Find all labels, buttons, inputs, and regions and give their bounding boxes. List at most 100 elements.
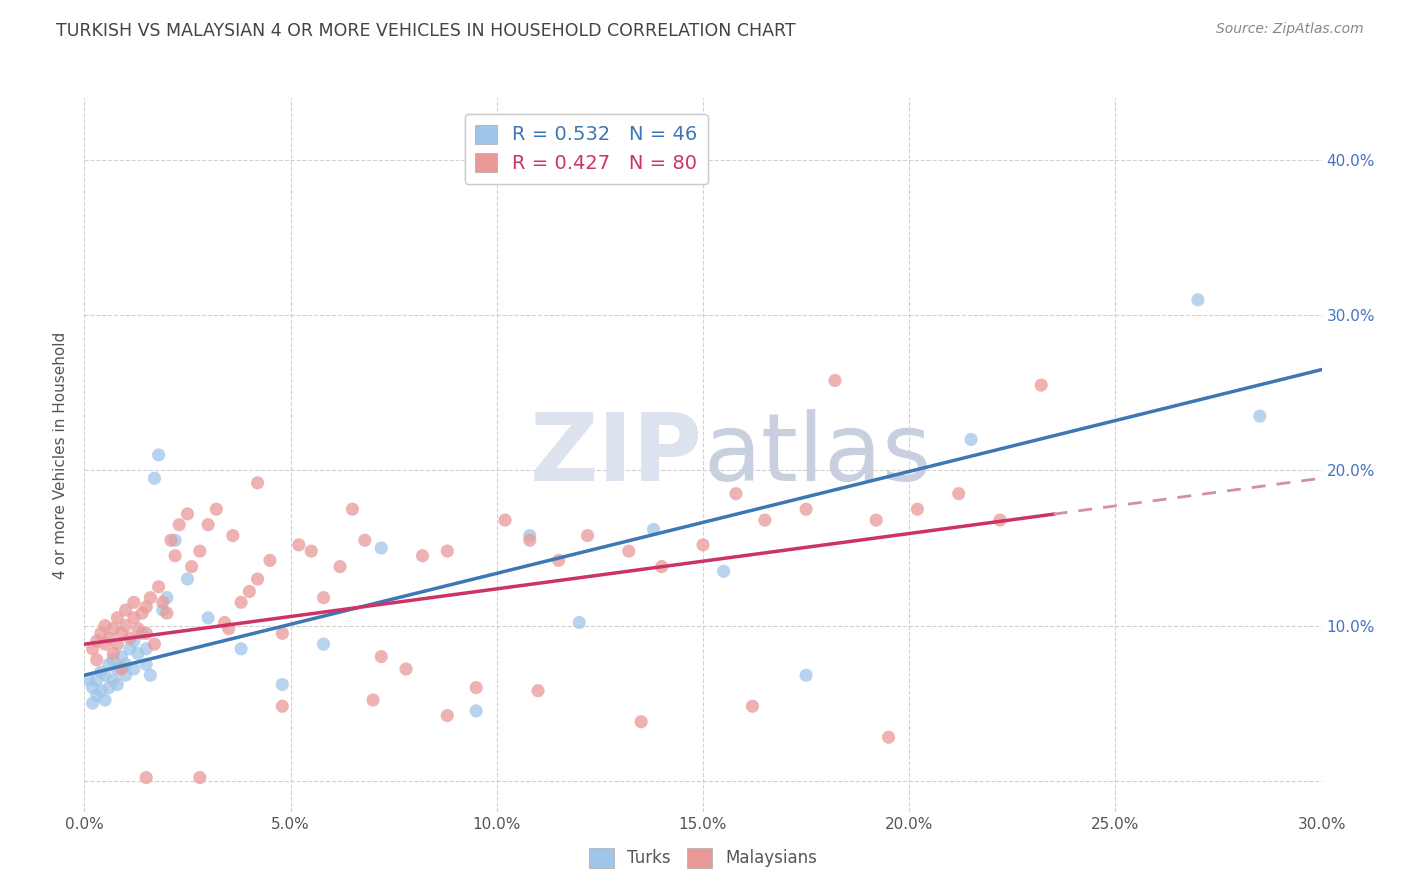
Point: [630, 714, 652, 729]
Point: [465, 681, 488, 695]
Point: [361, 693, 384, 707]
Point: [135, 657, 157, 672]
Point: [299, 544, 322, 558]
Point: [312, 637, 335, 651]
Point: [617, 544, 640, 558]
Point: [713, 564, 735, 578]
Point: [156, 606, 179, 620]
Point: [94, 618, 117, 632]
Legend: Turks, Malaysians: Turks, Malaysians: [582, 841, 824, 875]
Point: [692, 538, 714, 552]
Point: [754, 513, 776, 527]
Point: [90, 626, 112, 640]
Point: [329, 559, 352, 574]
Point: [353, 533, 375, 548]
Point: [576, 528, 599, 542]
Point: [135, 771, 157, 785]
Point: [412, 549, 434, 563]
Point: [218, 622, 240, 636]
Point: [643, 522, 665, 536]
Point: [82, 696, 104, 710]
Point: [114, 668, 136, 682]
Point: [143, 471, 166, 485]
Point: [143, 637, 166, 651]
Point: [651, 559, 673, 574]
Point: [135, 599, 157, 614]
Point: [103, 622, 125, 636]
Point: [948, 486, 970, 500]
Point: [197, 611, 219, 625]
Point: [246, 572, 269, 586]
Text: TURKISH VS MALAYSIAN 4 OR MORE VEHICLES IN HOUSEHOLD CORRELATION CHART: TURKISH VS MALAYSIAN 4 OR MORE VEHICLES …: [56, 22, 796, 40]
Point: [824, 374, 846, 388]
Point: [794, 668, 817, 682]
Point: [152, 603, 174, 617]
Point: [122, 634, 145, 648]
Point: [188, 544, 211, 558]
Point: [271, 677, 294, 691]
Point: [370, 541, 392, 555]
Point: [794, 502, 817, 516]
Point: [139, 591, 162, 605]
Point: [271, 699, 294, 714]
Point: [271, 626, 294, 640]
Point: [118, 631, 141, 645]
Point: [105, 677, 128, 691]
Point: [494, 513, 516, 527]
Point: [877, 731, 900, 745]
Point: [103, 673, 125, 687]
Point: [114, 657, 136, 672]
Point: [519, 533, 541, 548]
Point: [86, 653, 108, 667]
Point: [90, 665, 112, 679]
Point: [90, 683, 112, 698]
Point: [110, 626, 132, 640]
Point: [519, 528, 541, 542]
Point: [907, 502, 929, 516]
Point: [180, 559, 202, 574]
Point: [1187, 293, 1209, 307]
Point: [229, 595, 252, 609]
Point: [436, 708, 458, 723]
Text: Source: ZipAtlas.com: Source: ZipAtlas.com: [1216, 22, 1364, 37]
Point: [222, 528, 245, 542]
Point: [122, 611, 145, 625]
Point: [127, 647, 149, 661]
Point: [98, 657, 121, 672]
Point: [110, 662, 132, 676]
Point: [960, 433, 983, 447]
Point: [741, 699, 763, 714]
Point: [724, 486, 747, 500]
Point: [139, 668, 162, 682]
Point: [110, 649, 132, 664]
Point: [214, 615, 236, 630]
Point: [105, 637, 128, 651]
Point: [98, 681, 121, 695]
Point: [436, 544, 458, 558]
Point: [188, 771, 211, 785]
Point: [77, 673, 100, 687]
Point: [122, 595, 145, 609]
Point: [152, 595, 174, 609]
Point: [395, 662, 418, 676]
Point: [131, 606, 153, 620]
Point: [165, 549, 187, 563]
Point: [135, 641, 157, 656]
Point: [94, 637, 117, 651]
Point: [82, 641, 104, 656]
Point: [103, 653, 125, 667]
Point: [176, 572, 198, 586]
Point: [82, 681, 104, 695]
Point: [197, 517, 219, 532]
Point: [167, 517, 190, 532]
Point: [865, 513, 887, 527]
Point: [568, 615, 591, 630]
Point: [148, 580, 170, 594]
Point: [86, 673, 108, 687]
Point: [122, 662, 145, 676]
Point: [288, 538, 311, 552]
Point: [165, 533, 187, 548]
Point: [98, 631, 121, 645]
Point: [114, 603, 136, 617]
Point: [127, 622, 149, 636]
